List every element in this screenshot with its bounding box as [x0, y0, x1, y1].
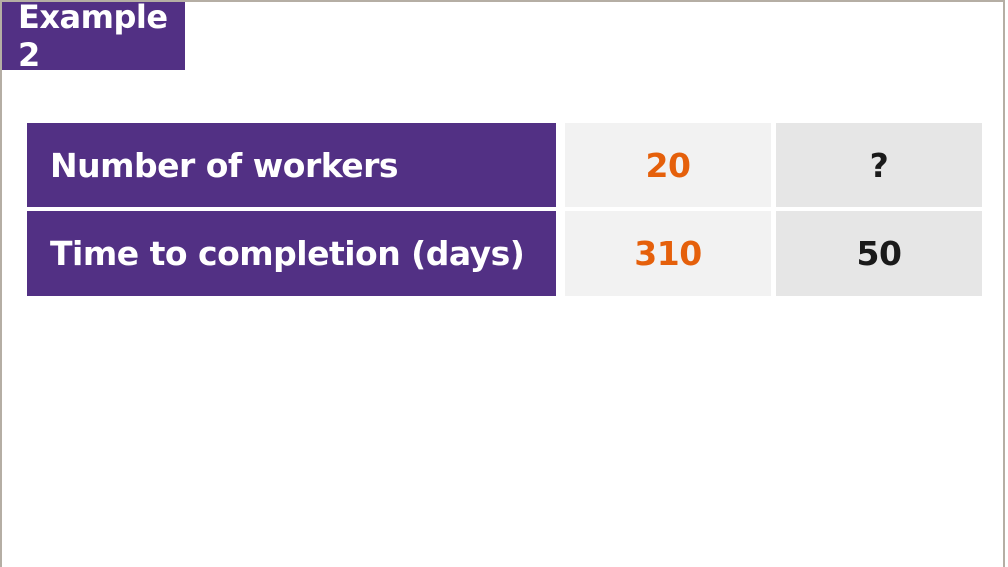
- cell-workers-unknown: ?: [776, 123, 982, 207]
- row-label-workers: Number of workers: [27, 123, 556, 207]
- cell-time-known: 310: [565, 211, 771, 296]
- row-label-time: Time to completion (days): [27, 211, 556, 296]
- cell-workers-known: 20: [565, 123, 771, 207]
- cell-time-second: 50: [776, 211, 982, 296]
- example-title: Example 2: [2, 0, 185, 74]
